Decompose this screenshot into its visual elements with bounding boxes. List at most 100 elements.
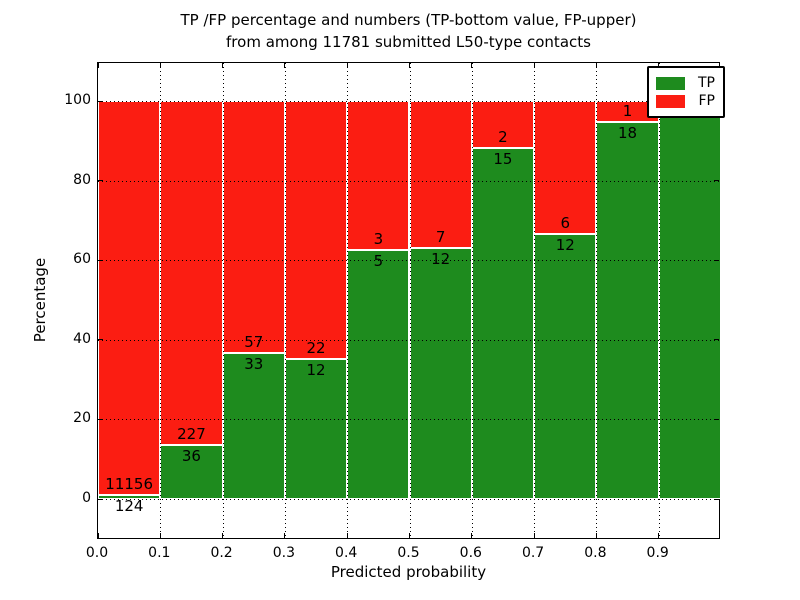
x-tick-label: 0.3 (272, 545, 296, 561)
fp-swatch-icon (656, 94, 685, 108)
x-tick-label: 0.1 (148, 545, 171, 561)
x-tick-label: 0.2 (210, 545, 233, 561)
x-tick-mark (222, 533, 224, 538)
tp-bar-segment (98, 494, 161, 499)
x-tick-mark (97, 63, 99, 68)
y-tick-mark (714, 180, 719, 182)
x-tick-mark (533, 63, 535, 68)
y-tick-label: 80 (73, 171, 91, 188)
x-tick-mark (284, 533, 286, 538)
x-tick-mark (658, 533, 660, 538)
x-tick-label: 0.8 (584, 545, 607, 561)
y-tick-label: 0 (82, 490, 91, 506)
y-tick-mark (98, 339, 103, 341)
y-tick-mark (98, 100, 103, 102)
tp-legend-label: TP (698, 75, 715, 91)
fp-count-label: 6 (560, 213, 571, 232)
tp-bar-segment (534, 233, 597, 499)
fp-count-label: 7 (435, 227, 446, 246)
v-gridline (596, 63, 598, 538)
x-tick-label: 0.9 (646, 545, 669, 561)
tp-bar-segment (284, 358, 348, 499)
tp-count-label: 33 (244, 355, 264, 374)
fp-bar-segment (98, 101, 161, 495)
legend-item-tp: TP (656, 75, 715, 91)
y-tick-mark (714, 498, 719, 500)
y-tick-mark (714, 418, 719, 420)
x-tick-mark (159, 533, 161, 538)
y-tick-label: 40 (73, 330, 91, 347)
x-tick-label: 0.6 (459, 545, 482, 561)
plot-area: 11156124227365733221235712215612118033 (97, 62, 721, 539)
x-tick-mark (595, 63, 597, 68)
v-gridline (347, 63, 349, 538)
v-gridline (534, 63, 536, 538)
x-tick-mark (222, 63, 224, 68)
chart-title-line2: from among 11781 submitted L50-type cont… (226, 33, 591, 51)
chart-title: TP /FP percentage and numbers (TP-bottom… (97, 9, 720, 53)
tp-bar-segment (222, 353, 285, 499)
x-tick-mark (471, 533, 473, 538)
tp-count-label: 124 (114, 496, 144, 515)
fp-count-label: 57 (244, 333, 264, 352)
x-tick-label: 0.5 (397, 545, 420, 561)
fp-count-label: 11156 (105, 474, 153, 493)
tp-bar-segment (409, 247, 472, 499)
fp-count-label: 2 (498, 127, 508, 146)
x-tick-mark (97, 533, 99, 538)
fp-bar-segment (222, 101, 285, 354)
y-tick-label: 20 (73, 410, 91, 427)
legend-item-fp: FP (656, 93, 715, 109)
x-tick-label: 0.0 (85, 545, 109, 561)
v-gridline (471, 63, 473, 538)
tp-bar-segment (347, 250, 410, 499)
h-gridline (98, 499, 719, 500)
v-gridline (284, 63, 286, 538)
tp-bar-segment (471, 147, 535, 499)
x-tick-mark (409, 63, 410, 68)
x-tick-mark (533, 533, 535, 538)
v-gridline (160, 63, 162, 538)
h-gridline (98, 180, 719, 182)
h-gridline (98, 339, 719, 341)
v-gridline (409, 63, 411, 538)
y-tick-mark (714, 339, 719, 341)
y-tick-label: 60 (73, 251, 91, 268)
fp-legend-label: FP (698, 93, 716, 109)
fp-count-label: 1 (622, 101, 633, 120)
tp-count-label: 36 (181, 446, 201, 465)
fp-count-label: 22 (306, 338, 326, 357)
y-tick-mark (714, 259, 719, 261)
tp-bar-segment (160, 444, 223, 499)
fp-bar-segment (409, 101, 472, 248)
x-tick-mark (658, 63, 660, 68)
fp-bar-segment (347, 101, 410, 251)
fp-bar-segment (160, 101, 223, 445)
tp-count-label: 12 (555, 235, 575, 254)
fp-count-label: 227 (177, 424, 206, 443)
v-gridline (222, 63, 224, 538)
x-tick-label: 0.4 (335, 545, 358, 561)
tp-count-label: 5 (373, 252, 384, 271)
h-gridline (98, 419, 719, 421)
tp-bar-segment (658, 101, 721, 499)
x-tick-mark (471, 63, 473, 68)
tp-count-label: 12 (306, 360, 326, 379)
y-tick-label: 100 (64, 92, 91, 108)
fp-bar-segment (284, 101, 348, 359)
x-tick-mark (346, 63, 348, 68)
h-gridline (98, 260, 719, 262)
chart-title-line1: TP /FP percentage and numbers (TP-bottom… (180, 11, 637, 29)
x-tick-mark (346, 533, 348, 538)
tp-count-label: 18 (618, 123, 638, 142)
y-tick-mark (98, 259, 103, 261)
y-tick-mark (98, 418, 103, 420)
x-tick-mark (595, 533, 597, 538)
tp-count-label: 12 (431, 249, 451, 268)
y-tick-mark (98, 498, 103, 500)
legend: TP FP (647, 66, 725, 118)
x-axis-label: Predicted probability (330, 563, 487, 581)
tp-bar-segment (596, 121, 659, 499)
tp-swatch-icon (656, 76, 685, 90)
